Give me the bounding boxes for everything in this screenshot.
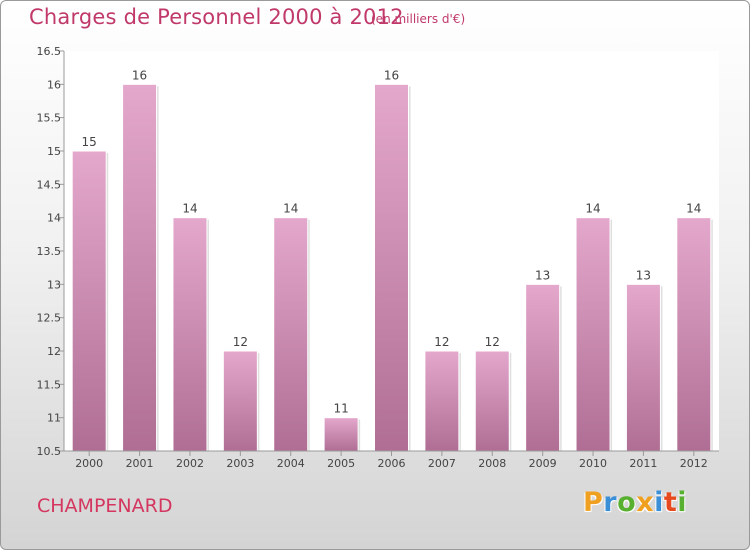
y-tick-label: 11 xyxy=(47,412,61,425)
data-label: 12 xyxy=(233,335,248,349)
y-axis: 10.5 11 11.5 12 12.5 13 13.5 14 14.5 15 15.5 16 16.5 xyxy=(37,45,65,458)
bar xyxy=(575,217,611,452)
y-tick-label: 14.5 xyxy=(37,178,62,191)
bar xyxy=(71,150,107,452)
y-tick-label: 16 xyxy=(47,78,61,91)
data-label: 12 xyxy=(434,335,449,349)
data-label: 15 xyxy=(82,135,97,149)
logo-letter: t xyxy=(663,487,678,518)
x-tick-label: 2003 xyxy=(226,457,254,470)
bar xyxy=(525,283,561,452)
x-tick-label: 2010 xyxy=(579,457,607,470)
data-label: 13 xyxy=(535,268,550,282)
data-label: 14 xyxy=(686,202,701,216)
logo-letter: i xyxy=(677,487,688,518)
bar xyxy=(625,283,661,452)
logo-letter: x xyxy=(636,487,655,518)
y-tick-label: 15.5 xyxy=(37,112,62,125)
y-tick-label: 13 xyxy=(47,278,61,291)
x-tick-label: 2008 xyxy=(478,457,506,470)
x-tick-label: 2005 xyxy=(327,457,355,470)
chart-title: Charges de Personnel 2000 à 2012 xyxy=(29,5,404,29)
bar xyxy=(474,350,510,452)
x-tick-label: 2012 xyxy=(680,457,708,470)
commune-name: CHAMPENARD xyxy=(37,495,173,517)
bar xyxy=(374,83,409,452)
proxiti-logo: Proxiti xyxy=(583,487,687,518)
x-axis: 2000 2001 2002 2003 2004 2005 2006 2007 2008 2009… xyxy=(64,450,719,470)
data-label: 12 xyxy=(485,335,500,349)
bars-group: 15 16 14 12 14 11 16 12 12 13 14 13 14 xyxy=(71,68,713,452)
y-tick-label: 14 xyxy=(47,212,61,225)
x-tick-label: 2007 xyxy=(428,457,456,470)
bar xyxy=(424,350,460,452)
x-tick-label: 2002 xyxy=(176,457,204,470)
bar xyxy=(222,350,258,452)
y-tick-label: 13.5 xyxy=(37,245,62,258)
data-label: 13 xyxy=(636,268,651,282)
bar xyxy=(323,417,359,452)
logo-letter: r xyxy=(603,487,618,518)
data-label: 14 xyxy=(182,202,197,216)
y-tick-label: 10.5 xyxy=(37,445,62,458)
logo-letter: o xyxy=(617,487,637,518)
x-tick-label: 2009 xyxy=(529,457,557,470)
data-label: 16 xyxy=(384,68,399,82)
x-tick-label: 2006 xyxy=(378,457,406,470)
data-label: 11 xyxy=(333,402,348,416)
bar xyxy=(273,217,309,452)
bar xyxy=(676,217,712,452)
x-tick-label: 2011 xyxy=(629,457,657,470)
bar xyxy=(172,217,208,452)
logo-letter: i xyxy=(654,487,664,518)
data-label: 14 xyxy=(585,202,600,216)
x-tick-label: 2001 xyxy=(126,457,154,470)
chart-subtitle: (en milliers d'€) xyxy=(371,12,466,26)
logo-letter: P xyxy=(583,487,604,518)
data-label: 16 xyxy=(132,68,147,82)
y-tick-label: 11.5 xyxy=(37,378,62,391)
y-tick-label: 12 xyxy=(47,345,61,358)
y-tick-label: 16.5 xyxy=(37,45,62,58)
data-label: 14 xyxy=(283,202,298,216)
x-tick-label: 2000 xyxy=(75,457,103,470)
y-tick-label: 12.5 xyxy=(37,312,62,325)
x-tick-label: 2004 xyxy=(277,457,305,470)
bar xyxy=(122,83,158,452)
y-tick-label: 15 xyxy=(47,145,61,158)
